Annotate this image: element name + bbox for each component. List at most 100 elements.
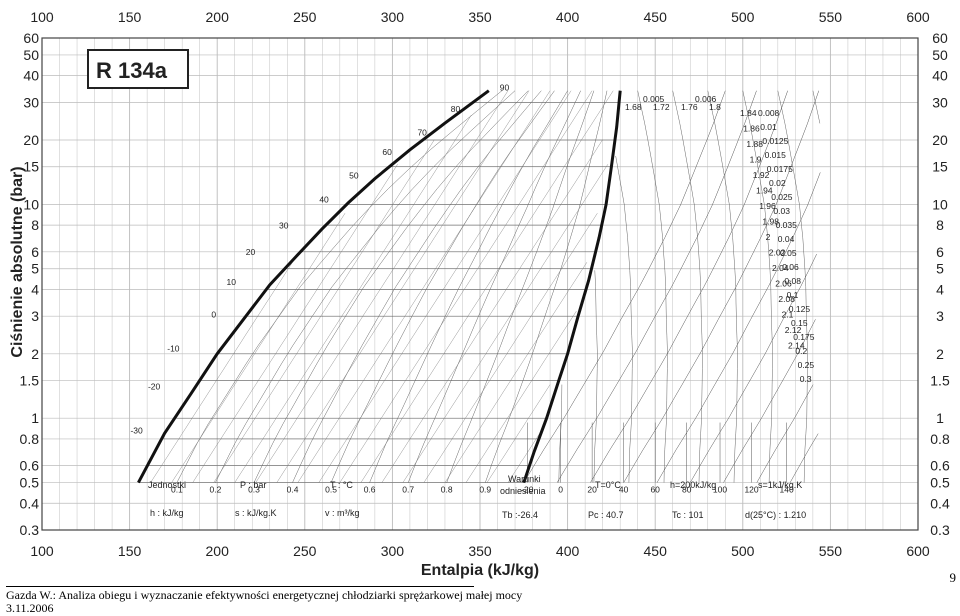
y-tick-label-right: 8 bbox=[936, 217, 944, 233]
chart-labels: 1001001501502002002502503003003503504004… bbox=[20, 9, 950, 559]
y-tick-label-left: 40 bbox=[23, 68, 39, 84]
volume-label: 0.3 bbox=[800, 374, 812, 384]
quality-label: 0.1 bbox=[171, 484, 183, 494]
footer-rule bbox=[6, 586, 474, 587]
y-tick-label-left: 20 bbox=[23, 132, 39, 148]
x-tick-label-top: 450 bbox=[644, 9, 668, 25]
isotherm-label: 30 bbox=[279, 221, 289, 231]
entropy-label: 1.72 bbox=[653, 102, 670, 112]
isochore-line bbox=[192, 164, 398, 483]
entropy-label: 2.04 bbox=[772, 263, 789, 273]
entropy-label: 1.88 bbox=[746, 139, 763, 149]
x-tick-label-bottom: 400 bbox=[556, 543, 580, 559]
isochore-line bbox=[444, 262, 588, 483]
isochore-line bbox=[465, 310, 577, 483]
y-axis-title: Ciśnienie absolutne (bar) bbox=[9, 166, 26, 357]
entropy-label: 1.94 bbox=[756, 186, 773, 196]
bottom-temperature-label: -20 bbox=[521, 484, 534, 494]
isochore-line bbox=[672, 90, 703, 483]
entropy-label: 2.06 bbox=[775, 279, 792, 289]
y-tick-label-left: 50 bbox=[23, 47, 39, 63]
saturation-dome bbox=[137, 89, 622, 484]
y-tick-label-left: 4 bbox=[31, 281, 39, 297]
isotherm-label: 90 bbox=[500, 83, 510, 93]
isochore-line bbox=[213, 139, 435, 483]
pressure-unit: P : bar bbox=[240, 480, 266, 490]
volume-label: 0.25 bbox=[798, 360, 815, 370]
quality-label: 0.4 bbox=[287, 484, 299, 494]
entropy-label: 2.14 bbox=[788, 341, 805, 351]
volume-label: 0.08 bbox=[784, 276, 801, 286]
y-tick-label-left: 60 bbox=[23, 30, 39, 46]
isotherm-label: 50 bbox=[349, 171, 359, 181]
quality-label: 0.3 bbox=[248, 484, 260, 494]
isochore-line bbox=[423, 213, 598, 483]
isochore-line bbox=[171, 213, 346, 483]
reference-temperature: T=0°C bbox=[595, 480, 621, 490]
isochore-line bbox=[812, 90, 821, 124]
x-tick-label-top: 600 bbox=[906, 9, 930, 25]
isotherm-label: 20 bbox=[246, 247, 256, 257]
x-tick-label-bottom: 100 bbox=[30, 543, 54, 559]
isochore-line bbox=[615, 155, 633, 483]
volume-label: 0.006 bbox=[695, 94, 717, 104]
x-tick-label-top: 500 bbox=[731, 9, 755, 25]
x-tick-label-bottom: 500 bbox=[731, 543, 755, 559]
volume-label: 0.005 bbox=[643, 94, 665, 104]
volume-unit: v : m³/kg bbox=[325, 508, 360, 518]
x-tick-label-top: 100 bbox=[30, 9, 54, 25]
temperature-unit: T : °C bbox=[330, 480, 353, 490]
isotherm-label: 40 bbox=[319, 195, 329, 205]
quality-label: 0.5 bbox=[325, 484, 337, 494]
footer-citation: Gazda W.: Analiza obiegu i wyznaczanie e… bbox=[6, 588, 523, 602]
reference-title-2: odniesienia bbox=[500, 486, 546, 496]
isotherm-label: 80 bbox=[451, 104, 461, 114]
x-tick-label-top: 250 bbox=[293, 9, 317, 25]
y-tick-label-right: 50 bbox=[932, 47, 948, 63]
reference-title-1: Warunki bbox=[508, 474, 541, 484]
critical-temperature: Tc : 101 bbox=[672, 510, 704, 520]
y-tick-label-left: 3 bbox=[31, 308, 39, 324]
y-tick-label-right: 0.4 bbox=[930, 495, 950, 511]
quality-label: 0.8 bbox=[441, 484, 453, 494]
y-tick-label-right: 3 bbox=[936, 308, 944, 324]
isentrope-line bbox=[556, 90, 757, 483]
entropy-label: 1.76 bbox=[681, 102, 698, 112]
bottom-temperature-label: 100 bbox=[713, 484, 727, 494]
volume-label: 0.175 bbox=[793, 332, 815, 342]
isochore-line bbox=[637, 90, 668, 483]
volume-label: 0.03 bbox=[773, 206, 790, 216]
isochore-line bbox=[234, 115, 472, 483]
entropy-label: 1.86 bbox=[743, 124, 760, 134]
entropy-label: 2 bbox=[766, 232, 771, 242]
volume-label: 0.15 bbox=[791, 318, 808, 328]
y-tick-label-right: 20 bbox=[932, 132, 948, 148]
chart-title: R 134a bbox=[96, 58, 168, 83]
bottom-temperature-label: 0 bbox=[558, 484, 563, 494]
entropy-label: 1.84 bbox=[740, 108, 757, 118]
isochore-line bbox=[593, 270, 598, 483]
entropy-label: 1.68 bbox=[625, 102, 642, 112]
volume-label: 0.035 bbox=[776, 220, 798, 230]
ph-diagram: 1001001501502002002502503003003503504004… bbox=[9, 9, 950, 579]
y-tick-label-left: 8 bbox=[31, 217, 39, 233]
x-tick-label-bottom: 600 bbox=[906, 543, 930, 559]
isochore-line bbox=[402, 164, 609, 483]
isentrope-line bbox=[656, 172, 821, 483]
isentrope-line bbox=[756, 384, 814, 483]
isochore-line bbox=[486, 384, 551, 483]
critical-pressure: Pc : 40.7 bbox=[588, 510, 624, 520]
quality-line bbox=[446, 90, 595, 483]
x-tick-label-bottom: 450 bbox=[644, 543, 668, 559]
isentrope-line bbox=[723, 319, 816, 483]
reference-entropy: s=1kJ/kg.K bbox=[758, 480, 802, 490]
isochore-line bbox=[507, 433, 540, 483]
saturated-liquid-line bbox=[137, 89, 490, 484]
y-tick-label-left: 5 bbox=[31, 261, 39, 277]
entropy-unit: s : kJ/kg.K bbox=[235, 508, 277, 518]
isotherm-label: -10 bbox=[167, 344, 180, 354]
x-tick-label-bottom: 250 bbox=[293, 543, 317, 559]
title-box bbox=[87, 49, 189, 89]
y-tick-label-left: 1 bbox=[31, 410, 39, 426]
isentrope-line bbox=[590, 90, 788, 483]
